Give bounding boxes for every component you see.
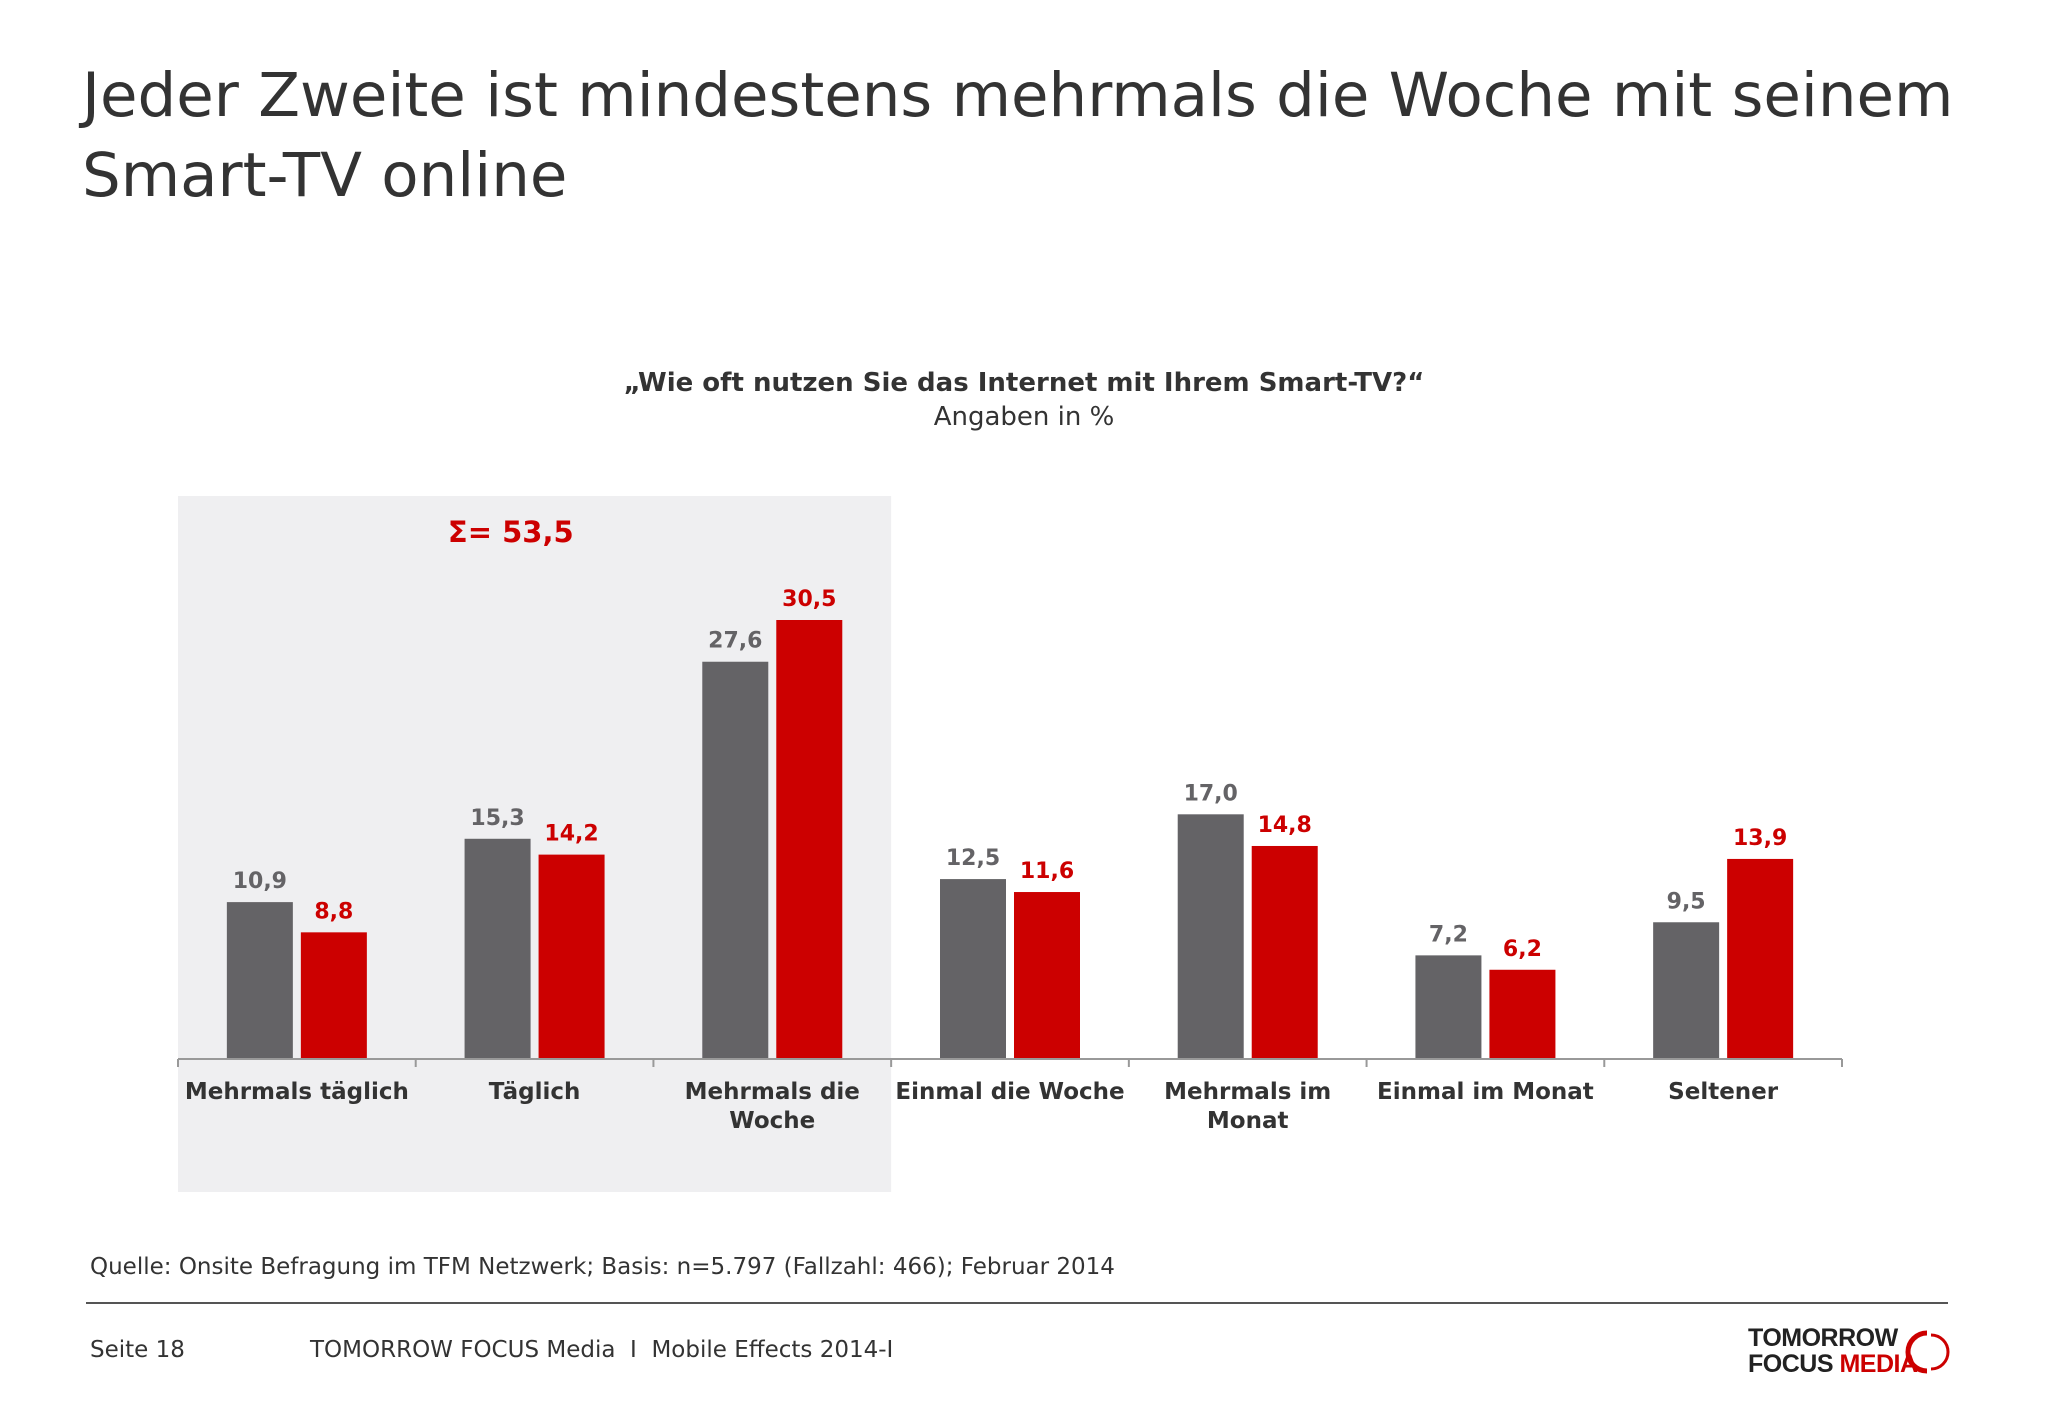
category-label-4: Einmal die Woche — [895, 1079, 1124, 1105]
bar-series1-cat4 — [940, 879, 1006, 1059]
data-label-series1-cat4: 12,5 — [946, 846, 1000, 871]
bar-series1-cat3 — [702, 661, 769, 1059]
data-label-series2-cat6: 6,2 — [1503, 937, 1542, 962]
data-label-series2-cat1: 8,8 — [314, 899, 353, 924]
bars-layer: 10,9 8,8 15,3 14,2 27,6 30,5 12,5 11,6 17,0 14,8 7… — [226, 587, 1794, 1059]
x-axis: Mehrmals täglich Täglich Mehrmals die Woche… — [177, 1058, 1843, 1134]
footer-text: TOMORROW FOCUS Media I Mobile Effects 20… — [310, 1337, 894, 1363]
category-label-7: Seltener — [1668, 1079, 1779, 1105]
logo-line-2: FOCUS MEDIA — [1748, 1350, 1918, 1378]
unit-note: Angaben in % — [933, 402, 1115, 432]
bar-series2-cat5 — [1251, 845, 1318, 1059]
category-label-2: Täglich — [489, 1079, 581, 1105]
bar-series2-cat1 — [300, 932, 367, 1059]
bar-series2-cat7 — [1727, 858, 1794, 1059]
highlight-sum-label: Σ= 53,5 — [448, 515, 574, 549]
data-label-series1-cat1: 10,9 — [233, 869, 287, 894]
data-label-series2-cat4: 11,6 — [1020, 859, 1074, 884]
data-label-series1-cat2: 15,3 — [470, 806, 524, 831]
data-label-series1-cat7: 9,5 — [1667, 889, 1706, 914]
logo-line-1: TOMORROW — [1748, 1324, 1898, 1352]
data-label-series2-cat3: 30,5 — [782, 587, 836, 612]
chart-question: „Wie oft nutzen Sie das Internet mit Ihr… — [623, 368, 1425, 398]
data-label-series2-cat5: 14,8 — [1258, 813, 1312, 838]
bar-series1-cat1 — [226, 902, 293, 1059]
footer-divider — [86, 1302, 1948, 1304]
category-label-6: Einmal im Monat — [1377, 1079, 1594, 1105]
tomorrow-focus-media-logo: TOMORROW FOCUS MEDIA — [1748, 1325, 1958, 1377]
bar-series1-cat6 — [1415, 955, 1482, 1059]
data-label-series1-cat6: 7,2 — [1429, 922, 1468, 947]
bar-series1-cat5 — [1177, 814, 1244, 1059]
bar-series1-cat7 — [1653, 922, 1720, 1059]
data-label-series2-cat2: 14,2 — [544, 822, 598, 847]
bar-series2-cat3 — [776, 620, 843, 1059]
page-number: Seite 18 — [90, 1337, 185, 1363]
data-label-series2-cat7: 13,9 — [1733, 826, 1787, 851]
bar-series2-cat6 — [1489, 969, 1556, 1059]
logo-ring-icon — [1905, 1330, 1950, 1374]
category-label-3: Mehrmals die Woche — [685, 1079, 860, 1134]
data-label-series1-cat5: 17,0 — [1184, 781, 1238, 806]
category-label-1: Mehrmals täglich — [185, 1079, 409, 1105]
source-note: Quelle: Onsite Befragung im TFM Netzwerk… — [90, 1254, 1115, 1280]
highlight-region — [178, 496, 892, 1192]
bar-series2-cat2 — [538, 854, 605, 1059]
bar-series2-cat4 — [1014, 892, 1080, 1059]
data-label-series1-cat3: 27,6 — [708, 629, 762, 654]
slide-title: Jeder Zweite ist mindestens mehrmals die… — [82, 60, 1954, 211]
category-label-5: Mehrmals im Monat — [1164, 1079, 1331, 1134]
bar-series1-cat2 — [464, 838, 531, 1059]
